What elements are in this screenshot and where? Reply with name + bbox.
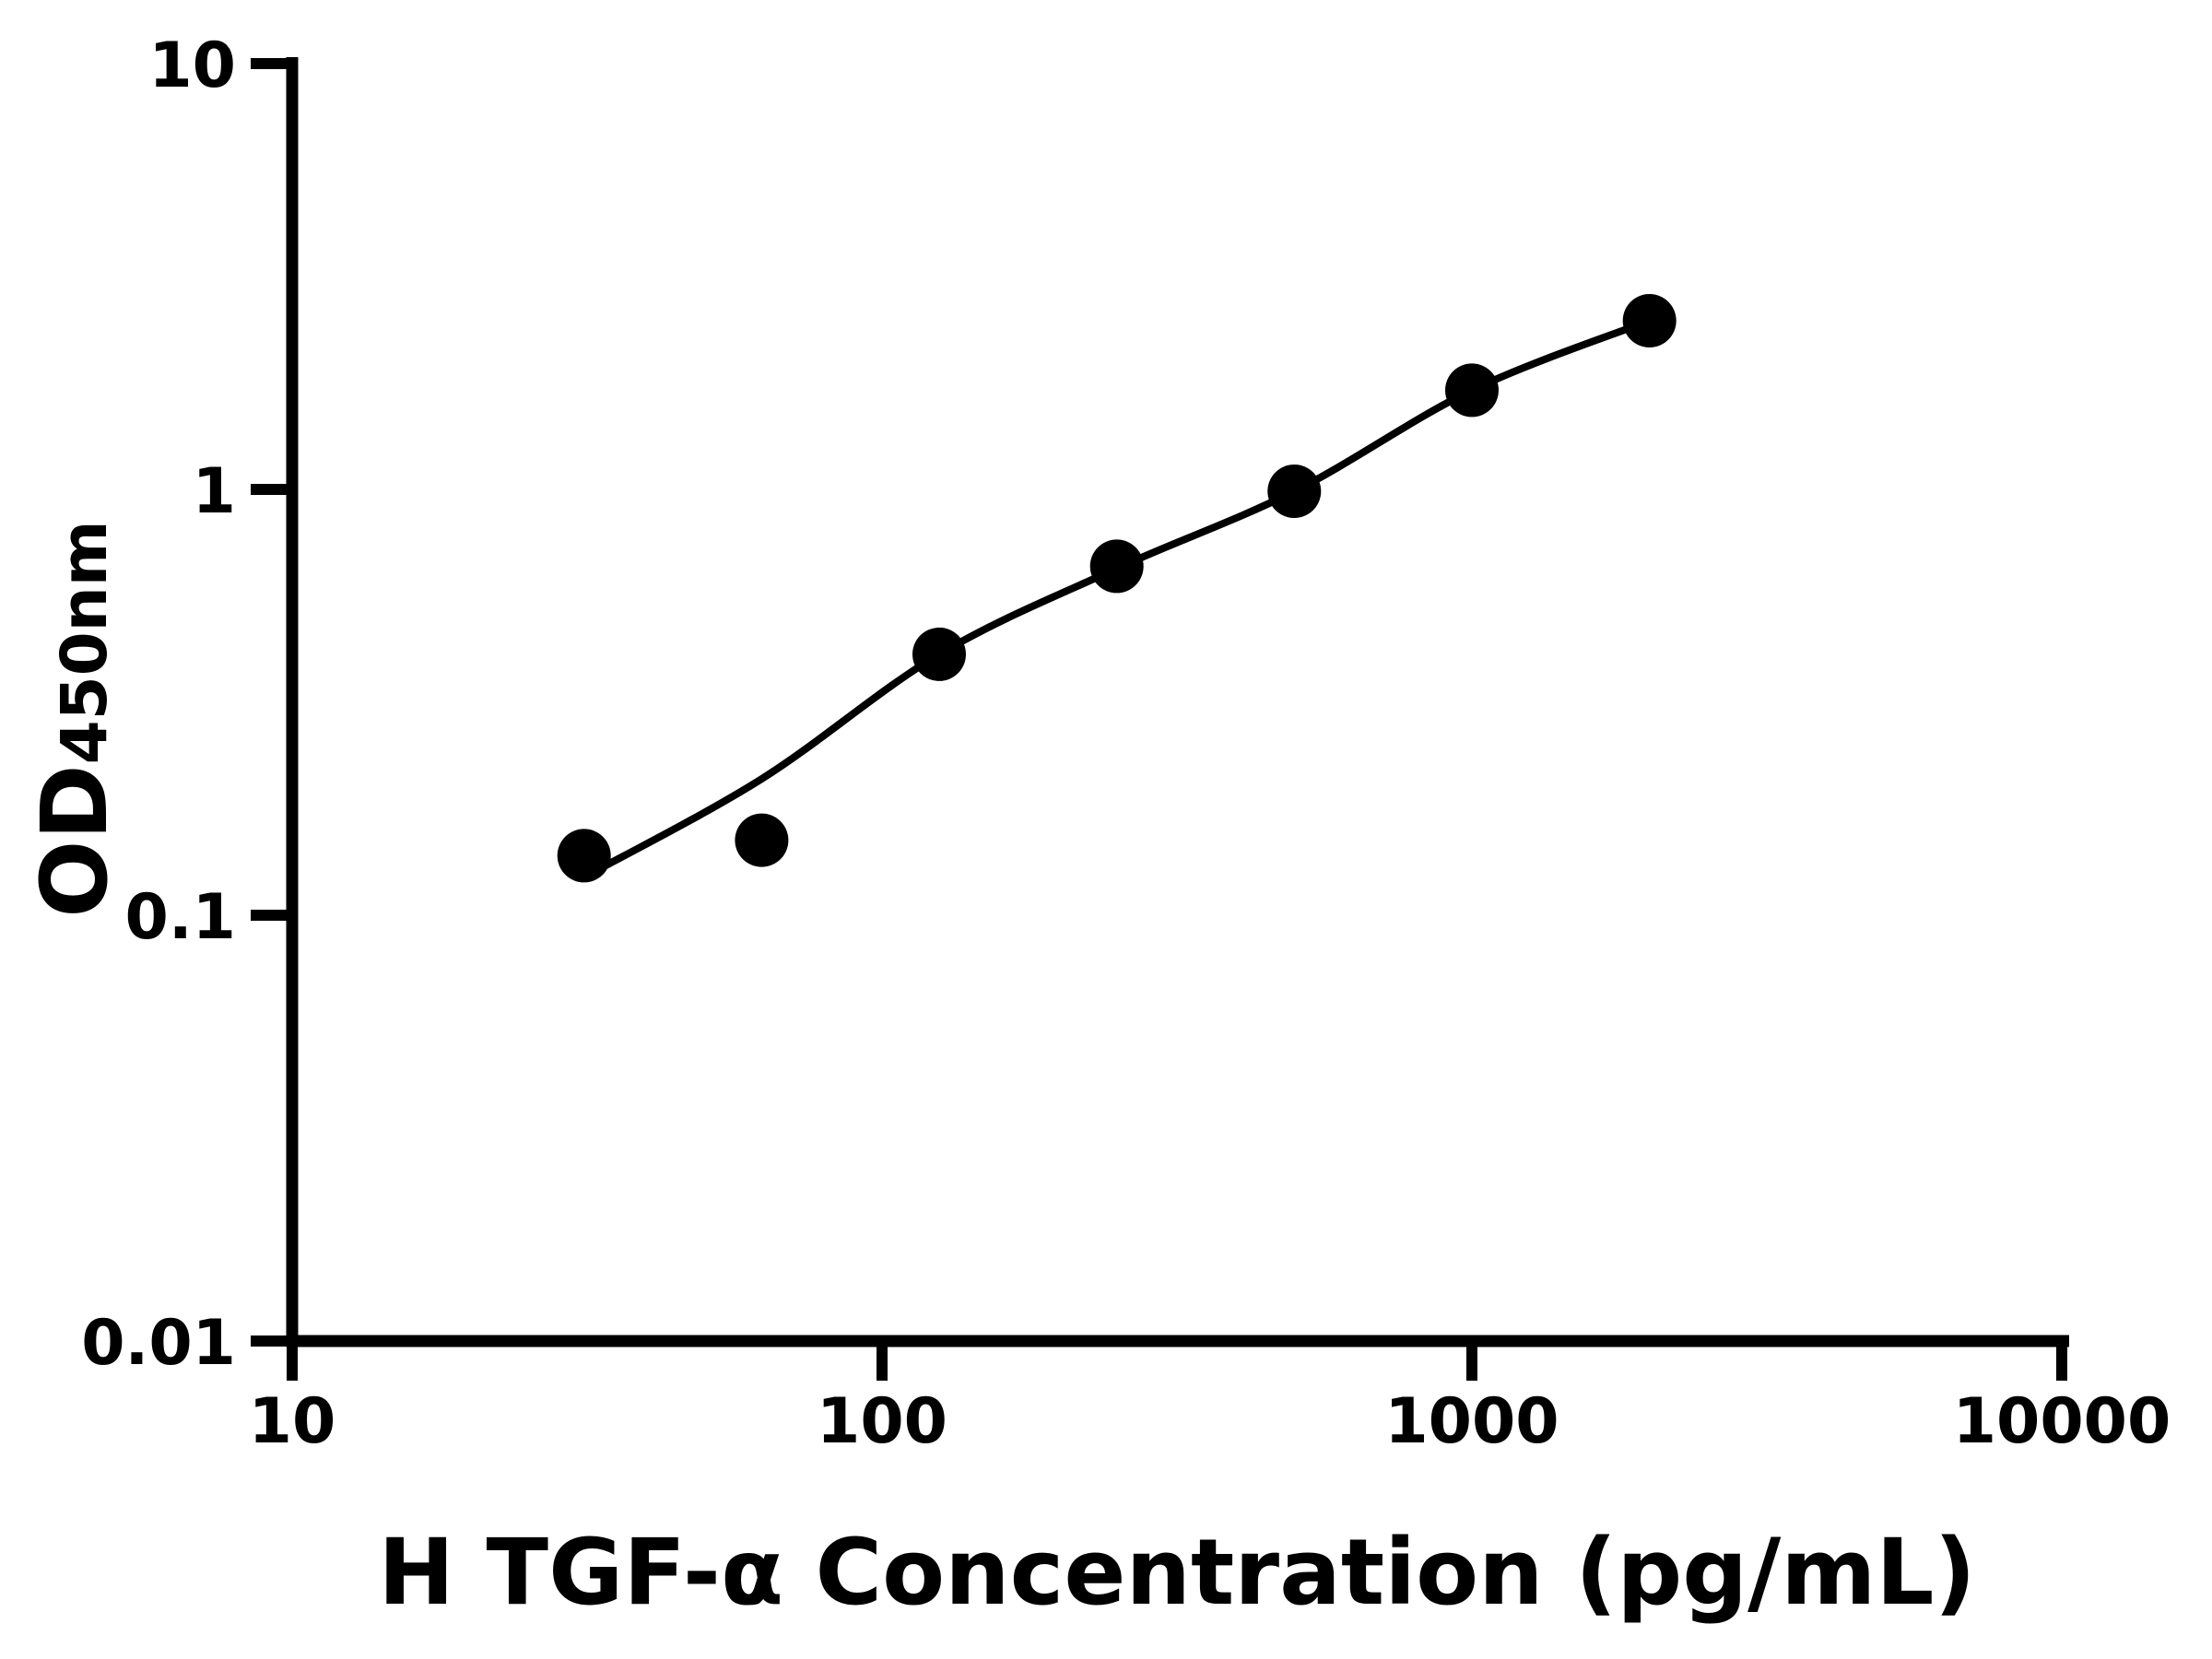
data-points bbox=[557, 294, 1677, 883]
data-point bbox=[1622, 294, 1677, 347]
axes bbox=[286, 57, 2069, 1347]
data-point bbox=[1267, 465, 1322, 518]
data-point bbox=[1445, 363, 1499, 418]
y-tick-label: 0.1 bbox=[125, 881, 236, 954]
data-point bbox=[912, 627, 966, 681]
y-axis-title-main: OD bbox=[22, 764, 128, 917]
y-axis-tick-labels: 10 1 0.1 0.01 bbox=[81, 29, 236, 1380]
y-axis-title: OD450nm bbox=[22, 520, 128, 917]
data-point bbox=[1089, 539, 1144, 594]
y-tick-label: 10 bbox=[148, 29, 236, 102]
x-axis-tick-labels: 10 100 1000 10000 bbox=[249, 1385, 2171, 1458]
x-tick-label: 1000 bbox=[1384, 1385, 1559, 1458]
x-tick-label: 10000 bbox=[1953, 1385, 2171, 1458]
x-axis-ticks bbox=[287, 1347, 2067, 1381]
x-axis-title: H TGF-α Concentration (pg/mL) bbox=[378, 1520, 1976, 1626]
y-tick-label: 1 bbox=[193, 455, 236, 528]
data-point bbox=[735, 813, 789, 867]
x-tick-label: 10 bbox=[249, 1385, 336, 1458]
y-axis-title-subscript: 450nm bbox=[48, 520, 122, 764]
data-point bbox=[557, 829, 611, 883]
x-tick-label: 100 bbox=[817, 1385, 947, 1458]
y-axis-ticks bbox=[251, 58, 287, 1347]
y-tick-label: 0.01 bbox=[81, 1307, 236, 1380]
